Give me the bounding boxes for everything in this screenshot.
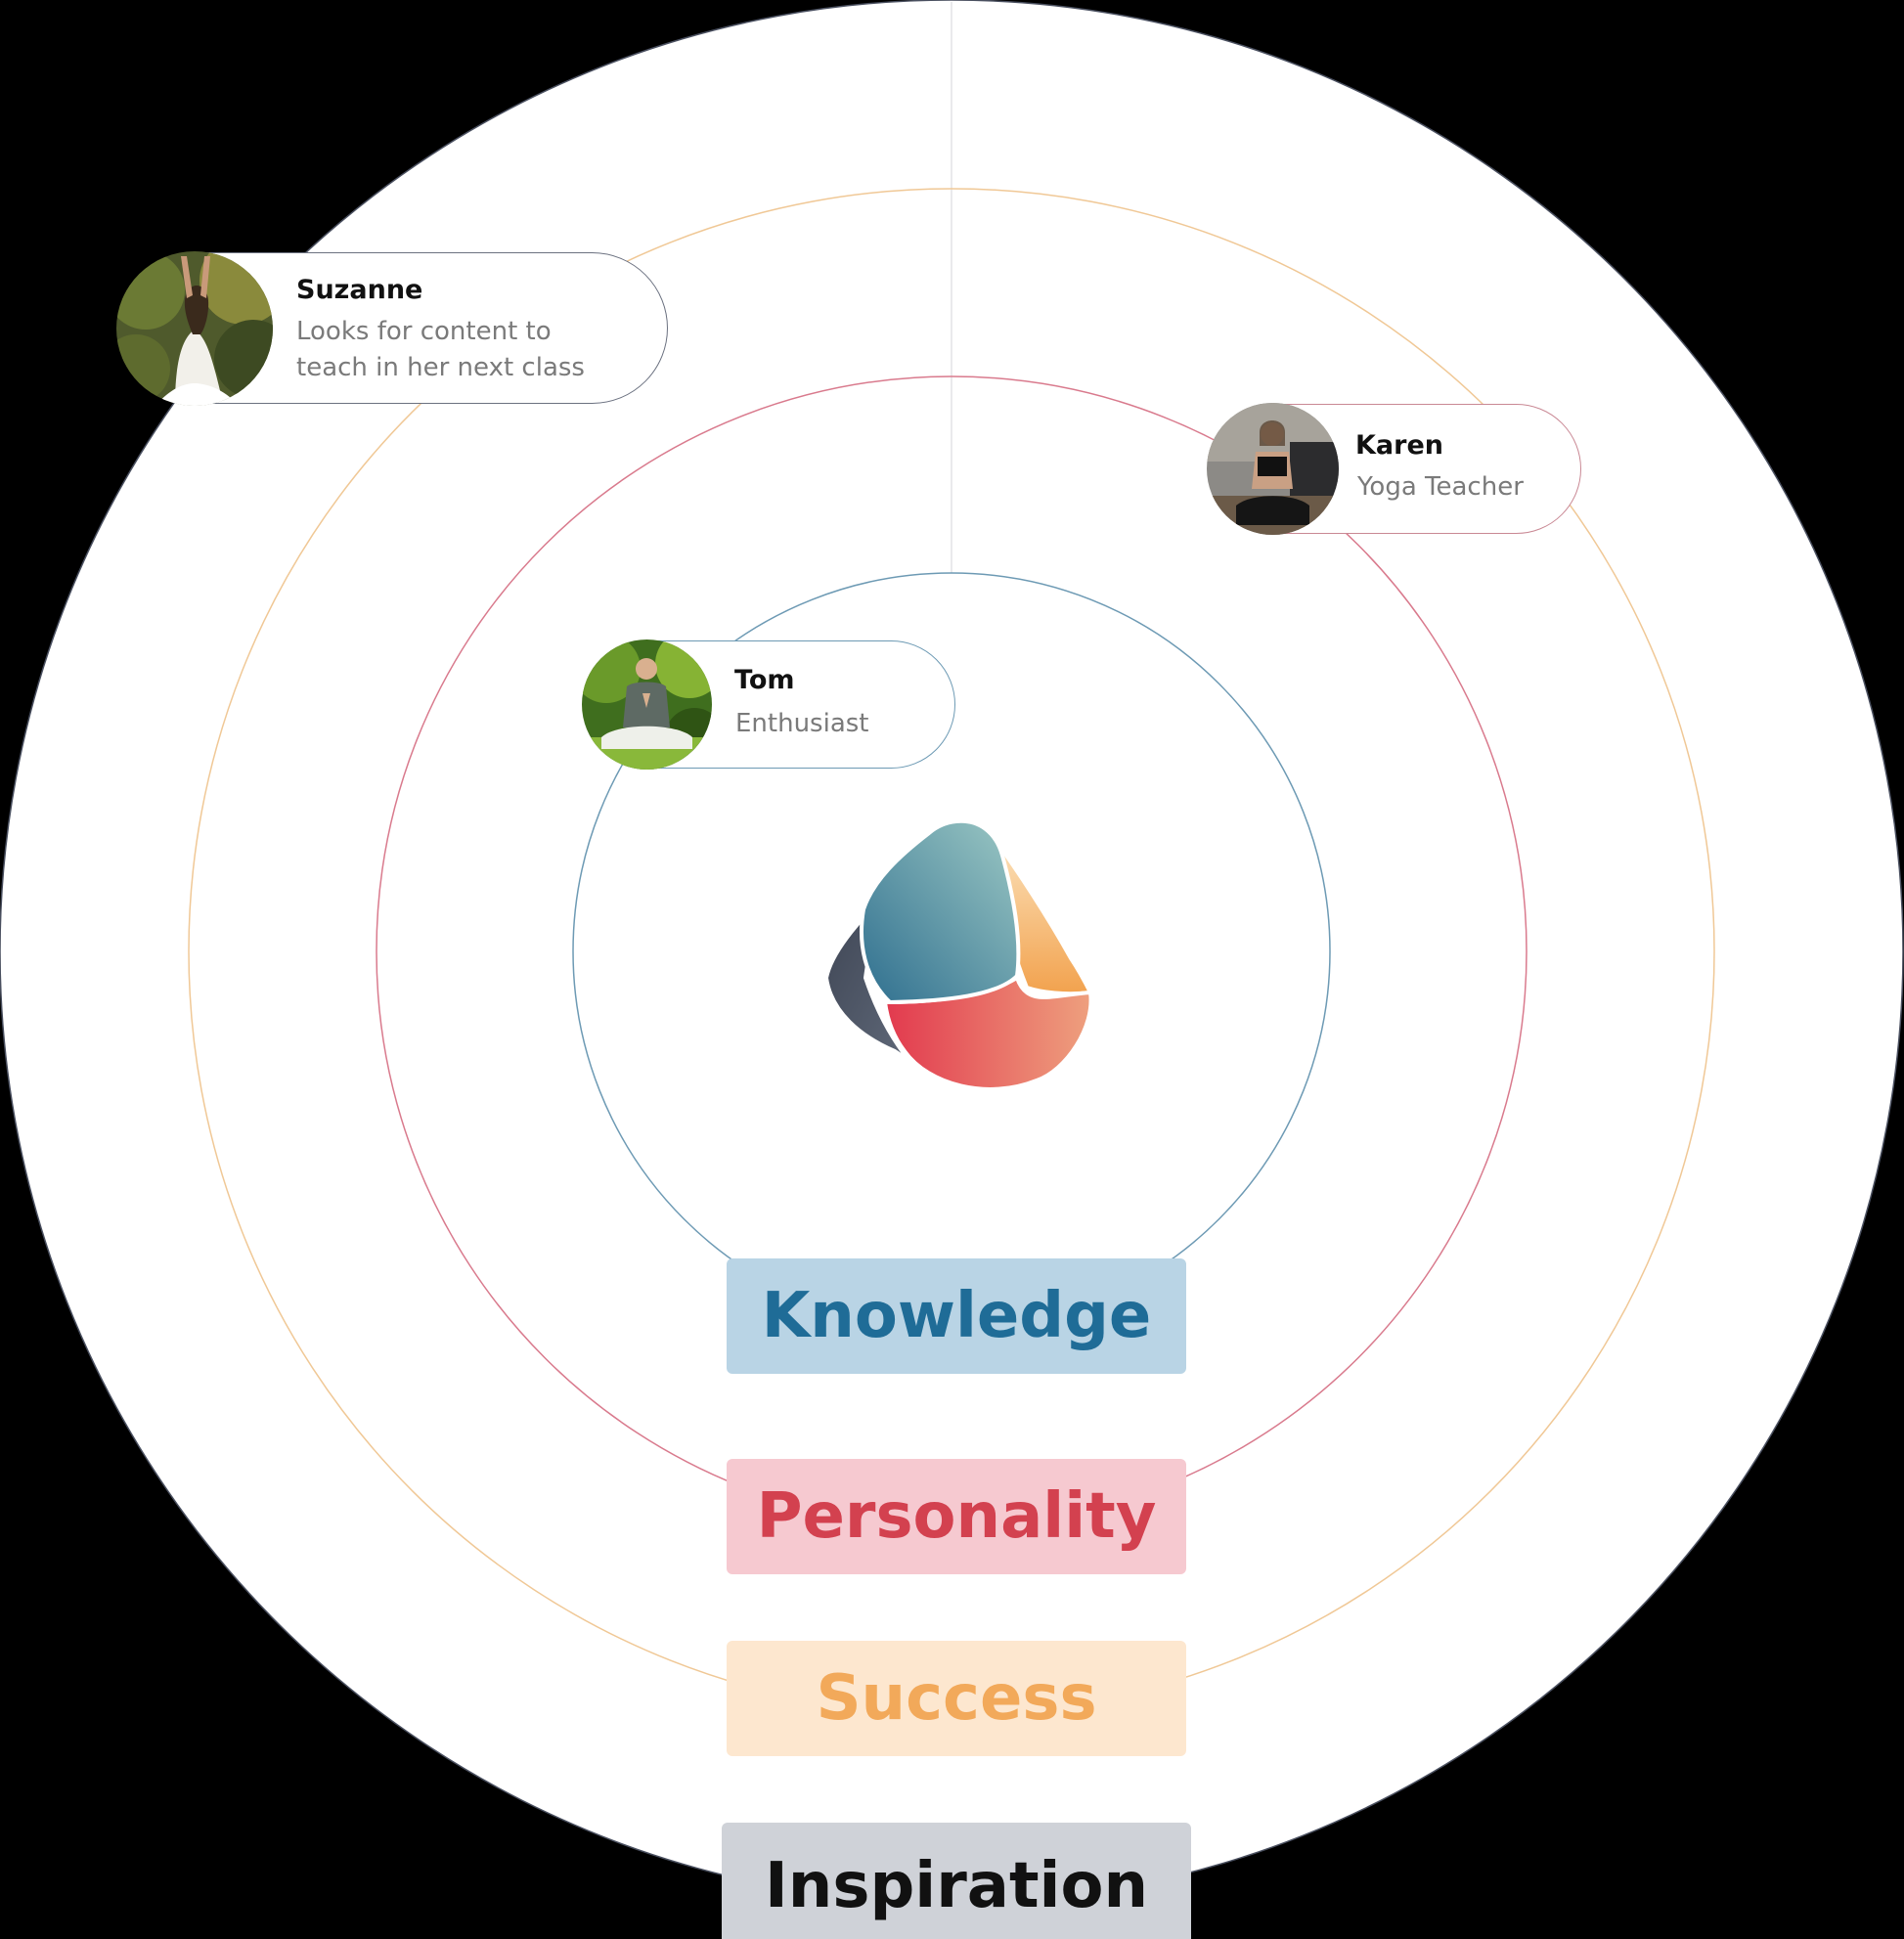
avatar-karen — [1207, 403, 1339, 535]
persona-description-suzanne: Looks for content to teach in her next c… — [296, 314, 648, 386]
persona-card-karen[interactable]: Karen Yoga Teacher — [1207, 403, 1581, 535]
persona-name-suzanne: Suzanne — [296, 275, 423, 305]
persona-description-tom: Enthusiast — [735, 708, 931, 741]
persona-description-line: Enthusiast — [735, 709, 869, 738]
level-label-inspiration: Inspiration — [722, 1823, 1191, 1939]
persona-name-tom: Tom — [734, 665, 795, 695]
persona-description-line: Looks for content to — [296, 317, 552, 346]
level-label-success: Success — [727, 1641, 1186, 1756]
persona-description-line: teach in her next class — [296, 353, 585, 382]
persona-description-karen: Yoga Teacher — [1357, 471, 1572, 505]
level-label-knowledge: Knowledge — [727, 1258, 1186, 1374]
persona-description-line: Yoga Teacher — [1357, 472, 1524, 502]
persona-name-karen: Karen — [1355, 430, 1443, 461]
level-label-personality: Personality — [727, 1459, 1186, 1574]
avatar-suzanne — [116, 251, 273, 406]
avatar-tom — [582, 639, 712, 770]
stone-logo-icon — [823, 818, 1094, 1091]
persona-card-suzanne[interactable]: Suzanne Looks for content to teach in he… — [116, 251, 668, 406]
persona-card-tom[interactable]: Tom Enthusiast — [582, 639, 955, 770]
